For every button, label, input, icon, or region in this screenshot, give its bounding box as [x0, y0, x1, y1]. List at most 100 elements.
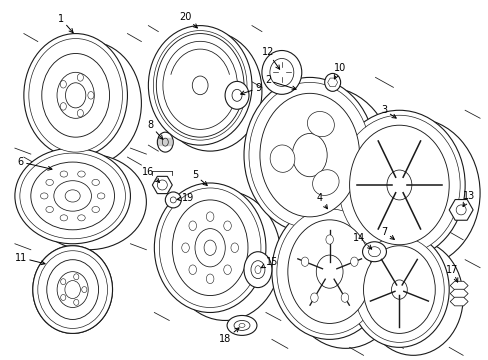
Ellipse shape: [57, 72, 94, 118]
Ellipse shape: [269, 145, 294, 172]
Ellipse shape: [46, 179, 53, 185]
Ellipse shape: [287, 213, 403, 348]
Ellipse shape: [188, 265, 196, 274]
Ellipse shape: [61, 279, 66, 285]
Ellipse shape: [92, 206, 99, 212]
Ellipse shape: [239, 323, 244, 328]
Ellipse shape: [310, 293, 318, 302]
Ellipse shape: [31, 162, 114, 230]
Ellipse shape: [338, 115, 459, 255]
Text: 14: 14: [353, 233, 371, 249]
Ellipse shape: [224, 265, 231, 274]
Ellipse shape: [78, 215, 85, 221]
Ellipse shape: [41, 54, 109, 137]
Text: 10: 10: [333, 63, 345, 79]
Ellipse shape: [262, 87, 393, 243]
Polygon shape: [448, 199, 472, 220]
Ellipse shape: [203, 240, 216, 255]
Text: 8: 8: [147, 120, 163, 139]
Polygon shape: [449, 289, 467, 298]
Ellipse shape: [348, 118, 479, 268]
Ellipse shape: [92, 179, 99, 185]
Ellipse shape: [244, 252, 271, 288]
Ellipse shape: [154, 183, 265, 312]
Ellipse shape: [60, 171, 67, 177]
Ellipse shape: [350, 257, 357, 266]
Ellipse shape: [386, 170, 411, 200]
Ellipse shape: [224, 221, 231, 230]
Text: 4: 4: [316, 193, 327, 209]
Ellipse shape: [148, 26, 251, 145]
Ellipse shape: [254, 266, 261, 274]
Ellipse shape: [276, 209, 382, 334]
Ellipse shape: [182, 243, 189, 252]
Ellipse shape: [260, 93, 359, 217]
Ellipse shape: [24, 33, 127, 157]
Ellipse shape: [77, 74, 83, 81]
Text: 16: 16: [142, 167, 159, 183]
Ellipse shape: [226, 315, 256, 336]
Ellipse shape: [244, 77, 375, 233]
Ellipse shape: [363, 240, 462, 355]
Text: 18: 18: [219, 328, 239, 345]
Ellipse shape: [224, 81, 248, 109]
Text: 13: 13: [462, 191, 474, 207]
Ellipse shape: [192, 76, 207, 95]
Text: 2: 2: [264, 75, 296, 90]
Ellipse shape: [77, 109, 83, 117]
Ellipse shape: [162, 138, 168, 146]
Ellipse shape: [54, 181, 91, 211]
Ellipse shape: [362, 242, 386, 262]
Text: 1: 1: [58, 14, 73, 33]
Ellipse shape: [159, 188, 261, 307]
Ellipse shape: [60, 81, 66, 88]
Ellipse shape: [172, 200, 247, 296]
Ellipse shape: [15, 148, 130, 244]
Polygon shape: [152, 176, 172, 194]
Ellipse shape: [324, 73, 340, 91]
Text: 9: 9: [240, 84, 261, 95]
Ellipse shape: [57, 272, 88, 307]
Ellipse shape: [156, 33, 244, 137]
Ellipse shape: [47, 260, 99, 319]
Polygon shape: [449, 281, 467, 290]
Ellipse shape: [169, 191, 280, 320]
Ellipse shape: [271, 204, 386, 339]
Ellipse shape: [325, 235, 333, 244]
Text: 5: 5: [192, 170, 207, 185]
Ellipse shape: [41, 193, 48, 199]
Text: 15: 15: [261, 257, 278, 268]
Ellipse shape: [78, 171, 85, 177]
Ellipse shape: [307, 112, 334, 137]
Ellipse shape: [65, 280, 80, 298]
Ellipse shape: [250, 261, 264, 279]
Ellipse shape: [65, 83, 85, 108]
Ellipse shape: [33, 246, 112, 333]
Ellipse shape: [65, 190, 80, 202]
Ellipse shape: [88, 91, 94, 99]
Polygon shape: [327, 78, 337, 87]
Ellipse shape: [316, 255, 343, 288]
Text: 11: 11: [15, 253, 45, 265]
Ellipse shape: [60, 215, 67, 221]
Ellipse shape: [230, 243, 238, 252]
Ellipse shape: [349, 125, 448, 245]
Ellipse shape: [157, 132, 173, 152]
Ellipse shape: [157, 180, 167, 190]
Text: 12: 12: [261, 48, 279, 69]
Ellipse shape: [312, 170, 338, 195]
Ellipse shape: [333, 110, 464, 260]
Ellipse shape: [195, 229, 225, 267]
Ellipse shape: [74, 274, 79, 280]
Ellipse shape: [349, 232, 448, 347]
Ellipse shape: [81, 287, 87, 293]
Ellipse shape: [153, 31, 246, 140]
Text: 19: 19: [177, 193, 194, 203]
Ellipse shape: [33, 246, 112, 333]
Ellipse shape: [163, 41, 237, 129]
Ellipse shape: [391, 280, 407, 299]
Ellipse shape: [341, 293, 348, 302]
Ellipse shape: [29, 39, 122, 152]
Ellipse shape: [248, 82, 370, 228]
Ellipse shape: [60, 103, 66, 110]
